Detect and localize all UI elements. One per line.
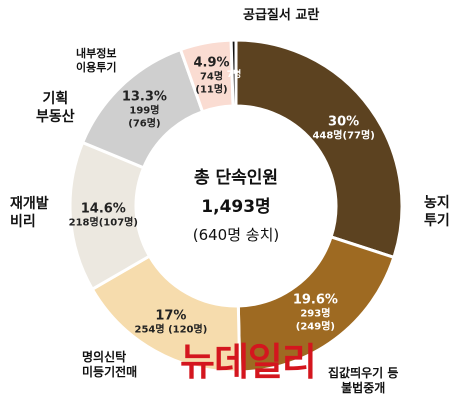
- slice-label-6-0: 7명: [227, 68, 242, 80]
- label-broker: 집값띄우기 등 불법중개: [328, 366, 398, 396]
- logo: 뉴데일리: [180, 340, 317, 384]
- slice-label-2-1: 254명 (120명): [135, 322, 208, 335]
- slice-label-3-0: 14.6%: [81, 201, 126, 216]
- label-farm-line2: 투기: [424, 212, 450, 229]
- center-text: 총 단속인원 1,493명 (640명 송치): [193, 168, 280, 244]
- slice-label-1-2: (249명): [296, 320, 335, 333]
- slice-labels: 30%448명(77명) 19.6%293명(249명) 17%254명 (120명…: [69, 55, 375, 335]
- label-insider: 내부정보 이용투기: [76, 47, 116, 75]
- center-total: 1,493명: [201, 197, 270, 217]
- label-trust-line1: 명의신탁: [82, 350, 127, 364]
- slice-label-4-2: (76명): [128, 117, 160, 130]
- slice-label-5-2: (11명): [195, 82, 227, 95]
- label-farm: 농지 투기: [424, 195, 450, 230]
- slice-label-5-0: 4.9%: [193, 55, 229, 70]
- label-plan: 기획 부동산: [36, 91, 75, 126]
- slice-label-2-0: 17%: [155, 308, 186, 323]
- label-redev-line1: 재개발: [10, 196, 49, 212]
- slice-1: [236, 235, 396, 374]
- label-trust-line2: 미등기전매: [82, 365, 138, 379]
- label-plan-line1: 기획: [42, 91, 69, 107]
- label-insider-line2: 이용투기: [76, 60, 117, 74]
- label-broker-line2: 불법중개: [341, 381, 386, 395]
- label-farm-line1: 농지: [424, 195, 450, 211]
- slice-6: [229, 38, 238, 108]
- slice-label-0-0: 30%: [328, 114, 359, 129]
- slice-label-0-1: 448명(77명): [312, 128, 374, 141]
- label-redev-line2: 비리: [10, 213, 36, 230]
- slice-label-3-1: 218명(107명): [69, 215, 138, 228]
- donut-slices: [68, 38, 404, 374]
- slice-label-1-0: 19.6%: [293, 293, 338, 308]
- slice-0: [234, 38, 404, 260]
- center-title: 총 단속인원: [194, 168, 278, 188]
- label-redev: 재개발 비리: [10, 196, 49, 231]
- slice-label-5-1: 74명: [200, 69, 223, 82]
- slice-label-1-1: 293명: [300, 307, 330, 320]
- center-sent: (640명 송치): [193, 226, 280, 244]
- slice-label-4-1: 199명: [129, 104, 159, 117]
- label-trust: 명의신탁 미등기전매: [82, 350, 137, 380]
- label-insider-line1: 내부정보: [76, 47, 117, 60]
- label-plan-line2: 부동산: [36, 108, 75, 125]
- label-supply: 공급질서 교란: [243, 8, 320, 23]
- slice-label-4-0: 13.3%: [122, 90, 167, 105]
- label-broker-line1: 집값띄우기 등: [328, 366, 399, 380]
